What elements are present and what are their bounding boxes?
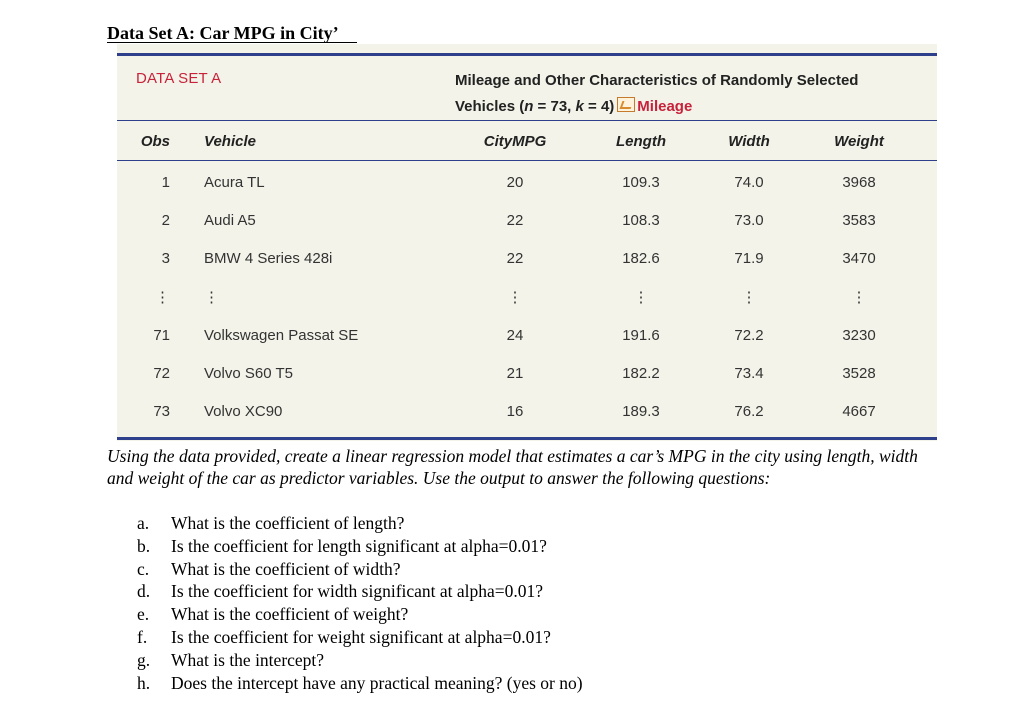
dataset-panel: DATA SET A Mileage and Other Characteris… [117,44,937,441]
header-vehicle: Vehicle [204,133,256,150]
question-text: Is the coefficient for length significan… [171,535,547,556]
question-label: h. [137,672,151,693]
table-cell-width: 71.9 [734,250,764,267]
table-cell-vehicle: Volvo S60 T5 [204,365,293,382]
table-cell-city-mpg: 24 [506,327,524,344]
table-cell-weight: 3528 [842,365,876,382]
header-citympg: CityMPG [483,133,547,150]
question-item: d. Is the coefficient for width significa… [134,580,583,603]
table-cell-obs: 1 [161,174,170,191]
question-text: What is the coefficient of width? [171,558,401,579]
question-label: e. [137,604,150,625]
mileage-link[interactable]: Mileage [637,98,693,115]
table-cell-width: 73.0 [734,212,764,229]
table-cell-width: ⋮ [741,289,757,306]
question-label: a. [137,513,150,533]
table-cell-weight: 3470 [842,250,876,267]
table-cell-obs: 71 [153,327,170,344]
question-text: Is the coefficient for width significant… [171,581,544,602]
table-cell-weight: ⋮ [851,289,867,306]
table-cell-city-mpg: 22 [506,250,524,267]
table-cell-vehicle: Audi A5 [204,212,256,229]
table-cell-vehicle: Volvo XC90 [204,403,283,420]
table-cell-vehicle: ⋮ [204,289,219,306]
question-text: What is the intercept? [171,649,325,670]
caption-n-value: = 73, [533,98,576,115]
table-cell-width: 72.2 [734,327,764,344]
caption-k-value: = 4) [583,98,615,115]
table-cell-vehicle: Acura TL [204,174,265,191]
caption-line-2: Vehicles (n = 73, k = 4) Mileage [455,94,925,120]
table-cell-width: 76.2 [734,403,764,420]
caption-prefix: Vehicles ( [455,98,525,115]
question-text: Is the coefficient for weight significan… [171,626,551,647]
table-cell-city-mpg: 20 [506,174,524,191]
title-underline [107,42,357,43]
spreadsheet-icon[interactable] [617,97,636,112]
question-text: What is the coefficient of weight? [171,604,409,625]
table-cell-obs: ⋮ [155,289,170,306]
question-text: What is the coefficient of length? [171,513,405,533]
panel-bottom-rule [117,437,937,440]
header-bottom-rule [117,160,937,161]
table-cell-length: 191.6 [622,327,660,344]
question-item: h. Does the intercept have any practical … [134,672,583,695]
question-item: f. Is the coefficient for weight signific… [134,626,583,649]
table-cell-city-mpg: 16 [506,403,524,420]
question-item: g. What is the intercept? [134,649,583,672]
question-item: a. What is the coefficient of length? [134,512,583,535]
table-cell-obs: 3 [161,250,170,267]
table-cell-length: 182.6 [622,250,660,267]
table-cell-obs: 73 [153,403,170,420]
table-cell-obs: 2 [161,212,170,229]
table-cell-length: 182.2 [622,365,660,382]
table-cell-obs: 72 [153,365,170,382]
table-cell-city-mpg: 22 [506,212,524,229]
questions-list: a. What is the coefficient of length? b. Is… [134,512,583,694]
dataset-label: DATA SET A [136,70,222,87]
question-item: e. What is the coefficient of weight? [134,603,583,626]
table-cell-weight: 3968 [842,174,876,191]
question-item: c. What is the coefficient of width? [134,558,583,581]
table-cell-weight: 3583 [842,212,876,229]
header-length: Length [616,133,666,150]
question-label: g. [137,649,151,670]
caption-line-1: Mileage and Other Characteristics of Ran… [455,72,859,89]
question-label: b. [137,535,151,556]
question-label: d. [137,581,151,602]
caption-n: n [524,98,534,115]
question-label: c. [137,558,150,579]
table-cell-width: 73.4 [734,365,764,382]
table-cell-vehicle: Volkswagen Passat SE [204,327,359,344]
table-cell-length: 109.3 [622,174,660,191]
header-weight: Weight [834,133,884,150]
table-cell-length: 189.3 [622,403,660,420]
table-cell-length: 108.3 [622,212,660,229]
question-label: f. [137,626,148,647]
page-title: Data Set A: Car MPG in City’ [107,23,339,43]
header-top-rule [117,120,937,121]
table-cell-city-mpg: ⋮ [507,289,523,306]
panel-top-rule [117,53,937,56]
table-cell-city-mpg: 21 [506,365,524,382]
question-item: b. Is the coefficient for length signific… [134,535,583,558]
header-width: Width [728,133,770,150]
table-cell-width: 74.0 [734,174,764,191]
table-cell-length: ⋮ [633,289,649,306]
caption-k: k [575,98,584,115]
instructions-paragraph: Using the data provided, create a linear… [107,446,918,488]
table-cell-weight: 3230 [842,327,876,344]
header-obs: Obs [140,133,170,150]
table-cell-weight: 4667 [842,403,876,420]
question-text: Does the intercept have any practical me… [171,672,583,693]
table-cell-vehicle: BMW 4 Series 428i [204,250,333,267]
dataset-caption: Mileage and Other Characteristics of Ran… [455,68,925,120]
